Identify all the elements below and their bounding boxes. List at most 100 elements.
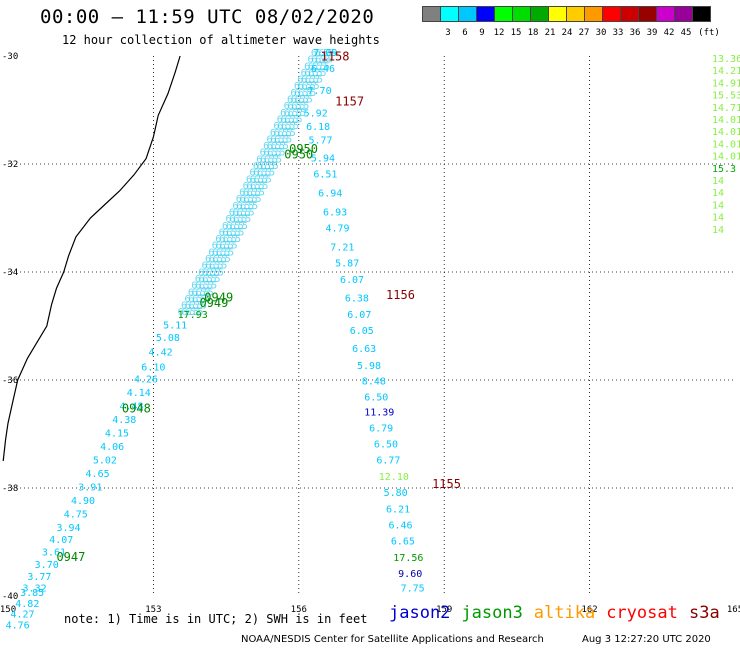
ascending-track-mark: 6.5	[202, 261, 220, 272]
footer-credit: NOAA/NESDIS Center for Satellite Applica…	[241, 634, 544, 645]
pass-time-label: 0950	[284, 148, 313, 162]
ascending-track-mark: 6.5	[178, 307, 196, 318]
ascending-track-mark: 6.5	[297, 75, 315, 86]
ascending-track-mark: 6.5	[215, 234, 233, 245]
ascending-track-mark: 6.5	[209, 254, 227, 265]
ascending-track-mark: 6.5	[270, 134, 288, 145]
ascending-track-mark: 6.5	[191, 281, 209, 292]
ascending-track-mark: 6.5	[223, 234, 241, 245]
wave-height-value: 3.77	[27, 572, 51, 583]
ascending-track-mark: 6.5	[236, 194, 254, 205]
wave-height-value: 5.94	[311, 153, 335, 164]
ascending-track-mark: 6.5	[202, 267, 220, 278]
wave-height-value: 6.18	[306, 122, 330, 133]
wave-height-value: 3.85	[20, 588, 44, 599]
ascending-track-mark: 6.5	[206, 267, 224, 278]
color-scale-label: 9	[479, 28, 485, 38]
ascending-track-mark: 6.5	[182, 307, 200, 318]
ascending-track-mark: 6.5	[188, 294, 206, 305]
map-subtitle: 12 hour collection of altimeter wave hei…	[62, 33, 380, 47]
ascending-track-mark: 6.5	[226, 221, 244, 232]
ascending-track-mark: 6.5	[212, 241, 230, 252]
wave-height-value: 4.14	[127, 388, 151, 399]
latitude-label: -32	[2, 160, 18, 170]
ascending-track-mark: 6.5	[198, 267, 216, 278]
ascending-track-mark: 6.5	[205, 261, 223, 272]
ascending-track-mark: 6.5	[312, 61, 330, 72]
color-scale-label: 15	[510, 28, 522, 38]
coastline	[2, 55, 181, 462]
ascending-track-mark: 6.5	[253, 161, 271, 172]
ascending-track-mark: 6.5	[308, 61, 326, 72]
color-scale-label: 42	[663, 28, 675, 38]
pass-time-label: 1158	[321, 49, 350, 63]
wave-height-value: 7.21	[330, 242, 354, 253]
wave-height-value: 6.38	[345, 294, 369, 305]
longitude-label: 165	[727, 605, 740, 615]
color-scale-bar: 3 6 9 12 15 18 21 24 27 30 33 36 39 42 45 (ft)	[422, 6, 720, 38]
ascending-track-mark: 6.5	[225, 214, 243, 225]
wave-height-value: 6.77	[376, 456, 400, 467]
mission-legend-altika: altika	[533, 603, 596, 623]
ascending-track-mark: 6.5	[216, 241, 234, 252]
wave-height-value: 4.42	[149, 348, 173, 359]
longitude-label: 162	[581, 605, 597, 615]
wave-height-value: 5.02	[93, 456, 117, 467]
color-scale-label: 21	[544, 28, 556, 38]
wave-height-value: 3.32	[23, 584, 47, 595]
longitude-label: 156	[291, 605, 307, 615]
longitude-label: 159	[436, 605, 452, 615]
ascending-track-mark: 6.5	[209, 261, 227, 272]
ascending-track-mark: 6.5	[246, 174, 264, 185]
ascending-track-mark: 6.5	[284, 101, 302, 112]
ascending-track-mark: 6.5	[257, 161, 275, 172]
color-scale-label: 24	[561, 28, 573, 38]
wave-height-value: 5.80	[384, 488, 408, 499]
wave-height-value: 5.98	[357, 361, 381, 372]
wave-height-value: 5.11	[163, 321, 187, 332]
units-note: note: 1) Time is in UTC; 2) SWH is in fe…	[64, 612, 368, 626]
wave-height-value: 4.38	[112, 415, 136, 426]
wave-height-value: 12.10	[379, 472, 409, 483]
ascending-track-mark: 6.5	[295, 95, 313, 106]
ascending-track-mark: 6.5	[288, 108, 306, 119]
ascending-track-mark: 6.5	[311, 48, 329, 59]
ascending-track-mark: 6.5	[319, 48, 337, 59]
wave-height-value: 6.46	[388, 521, 412, 532]
ascending-track-mark: 6.5	[298, 81, 316, 92]
ascending-track-mark: 6.5	[188, 287, 206, 298]
wave-height-value: 3.94	[56, 523, 80, 534]
ascending-track-mark: 6.5	[213, 254, 231, 265]
pass-time-label: 0947	[56, 550, 85, 564]
wave-height-value: 14	[712, 225, 724, 236]
ascending-track-mark: 6.5	[281, 121, 299, 132]
wave-height-value: 5.77	[308, 135, 332, 146]
ascending-track-mark: 6.5	[250, 174, 268, 185]
ascending-track-mark: 6.5	[277, 114, 295, 125]
ascending-track-mark: 6.5	[181, 301, 199, 312]
ascending-track-mark: 6.5	[243, 181, 261, 192]
ascending-track-mark: 6.5	[291, 101, 309, 112]
ascending-track-mark: 6.5	[240, 201, 258, 212]
ascending-track-mark: 6.5	[267, 141, 285, 152]
color-scale-unit: (ft)	[698, 28, 720, 38]
wave-height-value: 6.65	[391, 537, 415, 548]
ascending-track-mark: 6.5	[266, 134, 284, 145]
ascending-track-mark: 6.5	[305, 68, 323, 79]
wave-height-value: 14.71	[712, 103, 740, 114]
ascending-track-mark: 6.5	[196, 287, 214, 298]
ascending-track-mark: 6.5	[212, 247, 230, 258]
ascending-track-mark: 6.5	[223, 227, 241, 238]
wave-height-value: 6.63	[352, 344, 376, 355]
ascending-track-mark: 6.5	[216, 247, 234, 258]
ascending-track-mark: 6.5	[305, 75, 323, 86]
ascending-track-mark: 6.5	[184, 294, 202, 305]
wave-height-value: 17.56	[393, 553, 423, 564]
latitude-label: -38	[2, 484, 18, 494]
wave-height-value: 5.87	[335, 259, 359, 270]
wave-height-value: 7.75	[401, 584, 425, 595]
pass-time-label: 0949	[199, 296, 228, 310]
mission-legend-s3a: s3a	[689, 603, 720, 623]
ascending-track-mark: 6.5	[230, 221, 248, 232]
wave-height-value: 14.01	[712, 127, 740, 138]
